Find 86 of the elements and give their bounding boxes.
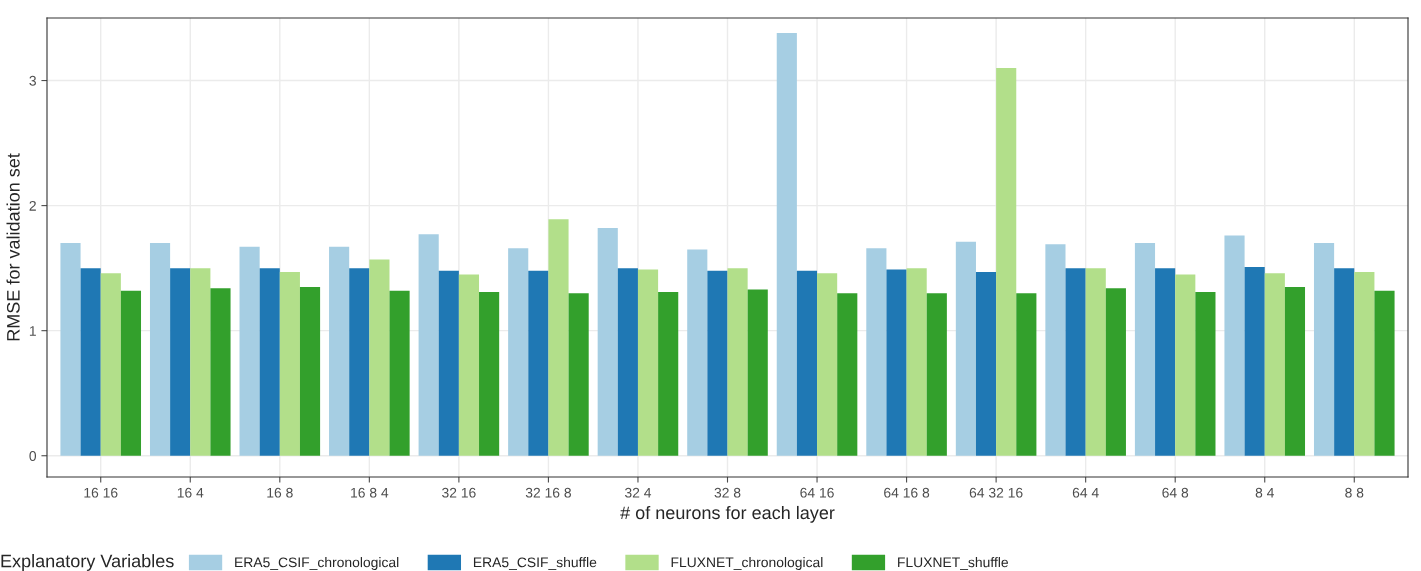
bar	[886, 269, 907, 456]
bar	[120, 290, 142, 456]
x-tick-label: 16 8	[267, 487, 293, 498]
x-tick-label: 64 32 16	[969, 487, 1023, 498]
bar	[438, 270, 459, 456]
bar	[1175, 274, 1196, 456]
legend-label: FLUXNET_shuffle	[898, 557, 1008, 570]
bar	[906, 268, 927, 456]
x-tick-label: 64 8	[1162, 487, 1189, 498]
bar	[727, 268, 748, 456]
bar	[707, 270, 728, 456]
bar	[817, 273, 838, 456]
bar	[866, 248, 887, 456]
x-tick-label: 32 16 8	[525, 487, 571, 498]
bar	[1374, 290, 1395, 456]
bar	[1244, 266, 1265, 456]
bar	[955, 241, 976, 456]
bar	[1045, 244, 1066, 456]
bar	[1195, 291, 1216, 456]
bar	[658, 291, 679, 456]
y-tick-label: 1	[29, 326, 36, 336]
bar	[508, 248, 529, 456]
bar	[617, 268, 638, 456]
bar	[458, 274, 480, 456]
legend-title: Explanatory Variables	[1, 554, 174, 571]
bar	[548, 219, 569, 456]
bar	[796, 270, 818, 456]
bar	[210, 288, 231, 456]
x-tick-label: 32 16	[442, 487, 476, 498]
legend-label: ERA5_CSIF_shuffle	[473, 557, 597, 570]
bar	[837, 293, 858, 456]
bar	[1264, 273, 1285, 456]
x-tick-label: 16 8 4	[351, 487, 389, 498]
bar	[239, 246, 260, 456]
bar	[60, 243, 81, 456]
bar	[329, 246, 350, 456]
bar	[1284, 286, 1306, 456]
x-axis-title: # of neurons for each layer	[620, 505, 835, 523]
y-tick-label: 3	[29, 75, 36, 86]
bar	[149, 243, 171, 456]
bar	[687, 249, 708, 456]
bar	[1155, 268, 1176, 456]
bar	[926, 293, 947, 456]
bar	[528, 270, 549, 456]
x-tick-label: 16 16	[84, 487, 118, 498]
bar	[100, 273, 121, 456]
x-tick-label: 8 4	[1255, 487, 1274, 498]
bar	[637, 269, 659, 456]
x-tick-label: 64 16	[800, 487, 834, 498]
bar	[190, 268, 211, 456]
bar	[479, 291, 500, 456]
bar	[80, 268, 101, 456]
bar	[299, 286, 321, 456]
bar	[568, 293, 589, 456]
bar	[369, 259, 390, 456]
x-tick-label: 32 4	[624, 487, 652, 498]
bar	[1105, 288, 1126, 456]
bar	[1313, 243, 1335, 456]
bar	[1224, 235, 1245, 456]
bar	[259, 268, 280, 456]
x-tick-label: 64 16 8	[884, 487, 930, 498]
x-tick-label: 16 4	[177, 487, 204, 498]
bar	[1016, 293, 1037, 456]
bar	[747, 289, 768, 456]
bar	[1134, 243, 1156, 456]
bar	[1334, 268, 1355, 456]
bar	[1085, 268, 1106, 456]
bar	[349, 268, 370, 456]
y-tick-label: 2	[29, 200, 36, 211]
legend-label: ERA5_CSIF_chronological	[235, 557, 399, 570]
bar	[776, 33, 797, 456]
bar	[389, 290, 410, 456]
x-tick-label: 8 8	[1345, 487, 1364, 498]
bar	[279, 271, 300, 456]
y-tick-label: 0	[29, 451, 37, 461]
bar	[170, 268, 191, 456]
x-tick-label: 64 4	[1072, 487, 1099, 498]
y-axis-title: RMSE for validation set	[6, 153, 20, 341]
bar	[418, 234, 439, 456]
x-tick-label: 32 8	[714, 487, 741, 498]
bar	[1065, 268, 1086, 456]
bar	[996, 68, 1017, 456]
bar	[597, 228, 618, 456]
bar	[975, 271, 997, 456]
bar	[1354, 271, 1375, 456]
legend-label: FLUXNET_chronological	[671, 557, 823, 570]
